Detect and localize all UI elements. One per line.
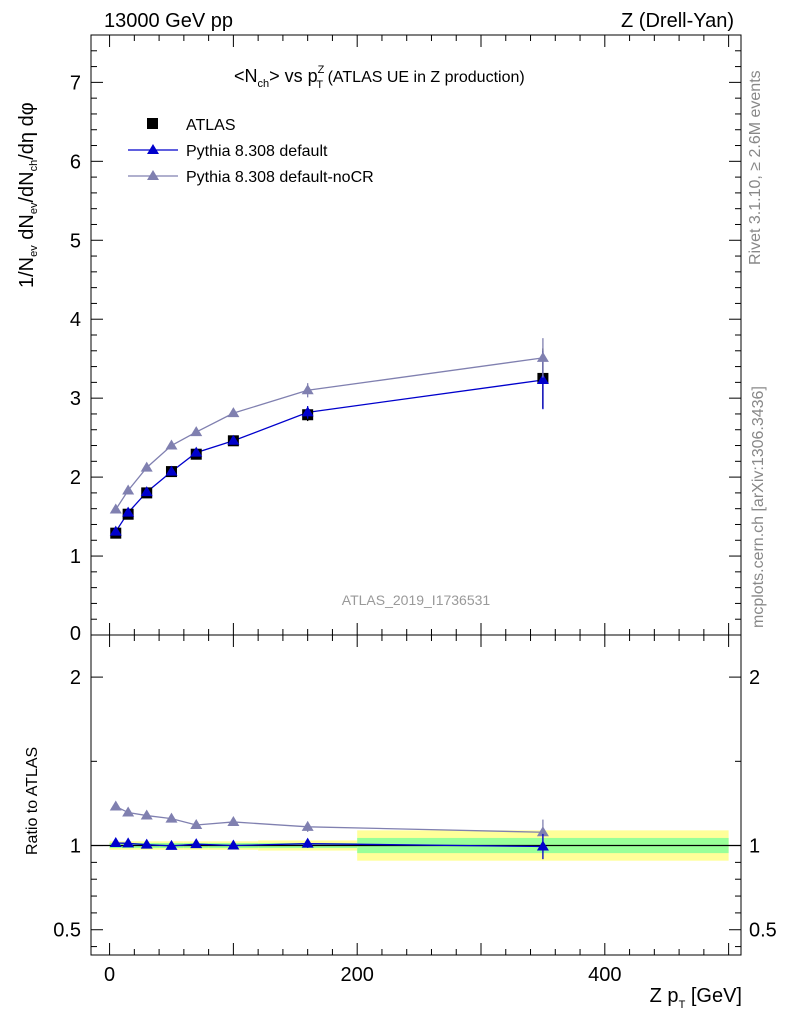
ratio-point-1	[301, 820, 314, 831]
mc-point-1	[227, 434, 240, 445]
ratio-y-tick-label-right: 2	[749, 667, 760, 689]
ratio-point-0	[109, 837, 122, 847]
legend-marker-atlas	[147, 118, 158, 129]
mc-point-1	[301, 406, 314, 417]
header-left: 13000 GeV pp	[104, 10, 233, 32]
mc-point-2	[227, 407, 240, 418]
ratio-y-tick-label: 0.5	[53, 920, 81, 942]
mc-point-2	[190, 426, 203, 437]
legend-label-atlas: ATLAS	[186, 117, 236, 134]
x-tick-label: 0	[104, 964, 115, 986]
ratio-point-0	[227, 839, 240, 850]
legend-marker-nocr	[147, 170, 159, 180]
mc-point-2	[140, 461, 153, 472]
ratio-y-tick-label-right: 0.5	[749, 920, 777, 942]
series-line-1	[115, 379, 543, 532]
ratio-point-1	[109, 800, 122, 811]
mc-point-2	[301, 384, 314, 395]
main-y-tick-label: 1	[70, 546, 81, 568]
legend-marker-default	[147, 144, 159, 154]
main-y-tick-label-zero: 0	[70, 623, 81, 645]
mcplots-label: mcplots.cern.ch [arXiv:1306.3436]	[750, 386, 767, 628]
analysis-watermark: ATLAS_2019_I1736531	[342, 592, 491, 608]
ratio-y-tick-label: 1	[70, 836, 81, 858]
ratio-y-axis-label: Ratio to ATLAS	[24, 747, 41, 855]
x-axis-label: Z pT [GeV]	[650, 985, 742, 1011]
main-y-tick-label: 3	[70, 388, 81, 410]
ratio-point-1	[122, 806, 135, 817]
mc-point-1	[190, 446, 203, 457]
mc-point-1	[165, 465, 178, 476]
ratio-point-0	[301, 837, 314, 848]
header-right: Z (Drell-Yan)	[621, 10, 734, 32]
ratio-line-1	[115, 805, 543, 833]
ratio-point-0	[122, 837, 135, 848]
ratio-y-tick-label-right: 1	[749, 836, 760, 858]
ratio-panel: 0.5 0.5 1 1 2 2 0 200 400 Ratio to ATLAS Z pT [G…	[24, 634, 777, 1011]
mc-point-2	[536, 351, 549, 362]
series-line-2	[115, 357, 543, 510]
ratio-point-0	[165, 839, 178, 850]
main-y-tick-label: 4	[70, 309, 81, 331]
main-y-tick-label: 5	[70, 230, 81, 252]
ratio-point-1	[190, 818, 203, 829]
ratio-y-tick-label: 2	[70, 667, 81, 689]
ratio-frame	[90, 634, 742, 956]
mc-point-1	[536, 374, 549, 384]
main-y-axis-label: 1/Nev dNev/dNch/dη dφ	[16, 102, 40, 288]
ratio-point-1	[140, 809, 153, 820]
main-panel: 1 2 3 4 5 6 7 0 <Nch> vs pZ T (ATLAS UE in Z pro…	[16, 34, 742, 645]
main-y-tick-label: 7	[70, 72, 81, 94]
x-tick-label: 200	[341, 964, 374, 986]
ratio-point-0	[190, 838, 203, 849]
main-title: <Nch> vs pZ T (ATLAS UE in Z production)	[234, 64, 525, 91]
mc-point-2	[109, 503, 122, 514]
ratio-point-1	[536, 826, 549, 837]
mc-point-2	[122, 484, 135, 495]
legend-label-nocr: Pythia 8.308 default-noCR	[186, 169, 374, 186]
legend-label-default: Pythia 8.308 default	[186, 143, 328, 160]
mc-point-1	[140, 486, 153, 497]
ratio-point-0	[536, 840, 549, 851]
mc-point-2	[165, 439, 178, 450]
ratio-point-0	[140, 838, 153, 849]
ratio-point-1	[227, 815, 240, 826]
main-y-tick-label: 2	[70, 467, 81, 489]
main-y-tick-label: 6	[70, 151, 81, 173]
rivet-label: Rivet 3.1.10, ≥ 2.6M events	[747, 70, 764, 265]
legend: ATLAS Pythia 8.308 default Pythia 8.308 …	[128, 117, 374, 186]
mc-point-1	[122, 506, 135, 517]
mc-point-1	[109, 525, 122, 536]
ratio-point-1	[165, 812, 178, 823]
x-tick-label: 400	[588, 964, 621, 986]
